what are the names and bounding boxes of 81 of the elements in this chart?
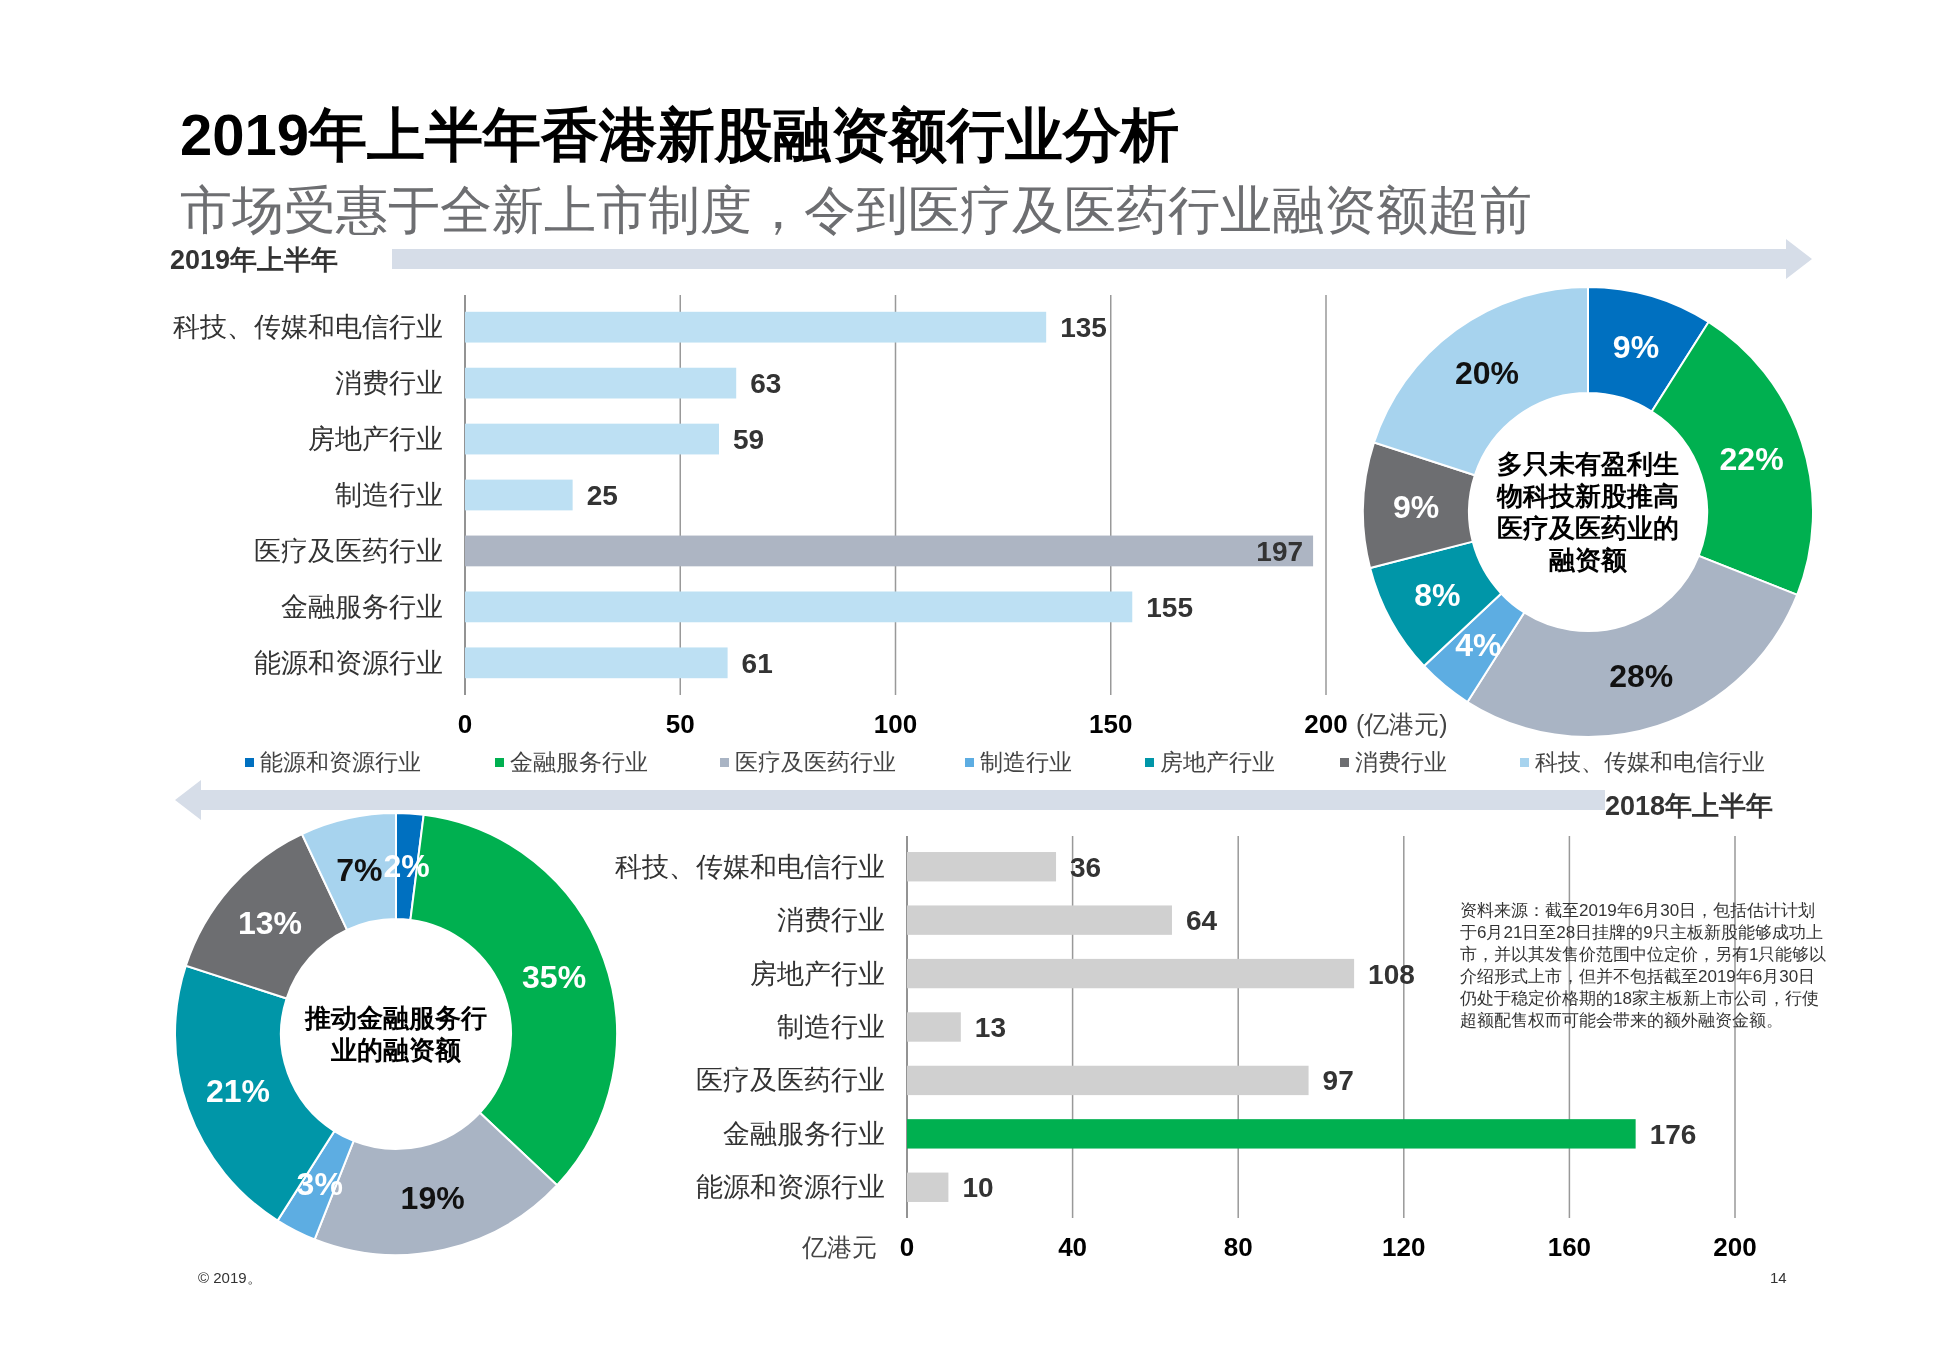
y-tick-label: 医疗及医药行业 — [696, 1065, 885, 1096]
data-label: 108 — [1368, 958, 1415, 990]
y-tick-label: 制造行业 — [777, 1012, 885, 1042]
y-tick-label: 医疗及医药行业 — [254, 535, 443, 566]
data-label: 4% — [1455, 626, 1502, 663]
legend-label: 消费行业 — [1355, 749, 1447, 775]
data-label: 97 — [1322, 1065, 1354, 1097]
legend-label: 金融服务行业 — [510, 749, 648, 775]
data-label: 36 — [1070, 851, 1102, 883]
text: 多只未有盈利生物科技新股推高医疗及医药业的融资额 — [1497, 449, 1679, 575]
y-tick-label: 科技、传媒和电信行业 — [615, 851, 885, 882]
bar — [465, 535, 1314, 567]
bar — [907, 1172, 949, 1202]
x-tick-label: 150 — [1089, 709, 1133, 739]
legend-label: 科技、传媒和电信行业 — [1535, 749, 1765, 775]
y-tick-label: 科技、传媒和电信行业 — [173, 312, 443, 343]
bar — [465, 311, 1047, 343]
text: 推动金融服务行业的融资额 — [305, 1003, 487, 1065]
data-label: 176 — [1649, 1118, 1697, 1150]
y-tick-label: 能源和资源行业 — [254, 647, 443, 678]
bar — [907, 1012, 961, 1042]
y-tick-label: 金融服务行业 — [723, 1118, 885, 1149]
data-label: 8% — [1414, 576, 1461, 613]
legend-label: 房地产行业 — [1160, 749, 1275, 775]
data-label: 9% — [1612, 328, 1660, 365]
chart-title: 2019年上半年香港新股融资额行业分析 — [180, 102, 1180, 167]
x-axis-title: 亿港元 — [801, 1233, 877, 1261]
x-tick-label: 200 — [1713, 1232, 1757, 1262]
data-label: 135 — [1060, 312, 1107, 344]
x-tick-label: 80 — [1223, 1232, 1253, 1262]
annotation: 资料来源：截至2019年6月30日，包括估计计划于6月21日至28日挂牌的9只主板新股能够成功上市，并以其发售价范围中位定价，另有1只能够以介绍形式上市，但并不包括截至2019年6月30日仍处于稳定价格期的18家主板新上市公司，行使超额配售权而可能会带来的额外融资金额。 — [1460, 900, 1828, 1032]
y-tick-label: 房地产行业 — [750, 958, 885, 989]
data-label: 28% — [1609, 657, 1674, 694]
bar — [907, 958, 1355, 989]
data-label: 19% — [400, 1179, 465, 1216]
data-label: 35% — [522, 959, 587, 996]
data-label: 197 — [1256, 535, 1304, 567]
bar — [907, 1119, 1636, 1149]
x-tick-label: 100 — [873, 709, 918, 739]
data-label: 61 — [741, 647, 773, 679]
text: © 2019。 — [198, 1269, 262, 1286]
data-label: 13 — [974, 1012, 1006, 1043]
bar — [465, 591, 1133, 623]
data-label: 20% — [1454, 354, 1519, 391]
chart-subtitle: 市场受惠于全新上市制度，令到医疗及医药行业融资额超前 — [180, 181, 1532, 239]
data-label: 21% — [205, 1072, 270, 1109]
y-tick-label: 能源和资源行业 — [696, 1172, 885, 1203]
bar — [465, 423, 719, 455]
x-tick-label: 0 — [457, 709, 473, 739]
y-tick-label: 制造行业 — [335, 480, 443, 510]
data-label: 25 — [586, 480, 618, 511]
data-label: 9% — [1392, 488, 1440, 525]
bar — [465, 647, 728, 679]
bar — [907, 905, 1172, 935]
data-label: 22% — [1719, 440, 1784, 477]
x-tick-label: 50 — [665, 709, 695, 739]
y-tick-label: 消费行业 — [777, 905, 885, 936]
x-tick-label: 200 — [1304, 709, 1348, 739]
legend-label: 制造行业 — [980, 749, 1072, 775]
data-label: 64 — [1185, 905, 1218, 937]
data-label: 155 — [1146, 591, 1193, 623]
text: 14 — [1770, 1269, 1787, 1286]
bar — [465, 367, 737, 399]
x-tick-label: 160 — [1547, 1232, 1592, 1262]
bar — [907, 852, 1057, 882]
bar — [907, 1065, 1309, 1096]
data-label: 10 — [962, 1172, 994, 1204]
x-axis-title: (亿港元) — [1356, 710, 1448, 738]
y-tick-label: 消费行业 — [335, 368, 443, 399]
data-label: 7% — [336, 852, 383, 889]
x-tick-label: 120 — [1382, 1232, 1426, 1262]
x2-axis-title: 2019年上半年 — [170, 245, 339, 275]
x-tick-label: 40 — [1058, 1232, 1088, 1262]
bar — [465, 479, 573, 511]
data-label: 13% — [237, 904, 302, 941]
y-tick-label: 金融服务行业 — [281, 591, 443, 622]
data-label: 63 — [750, 368, 782, 400]
x-tick-label: 0 — [899, 1232, 915, 1262]
x2-axis-title: 2018年上半年 — [1605, 791, 1774, 821]
y-tick-label: 房地产行业 — [308, 424, 443, 455]
data-label: 59 — [732, 424, 765, 456]
